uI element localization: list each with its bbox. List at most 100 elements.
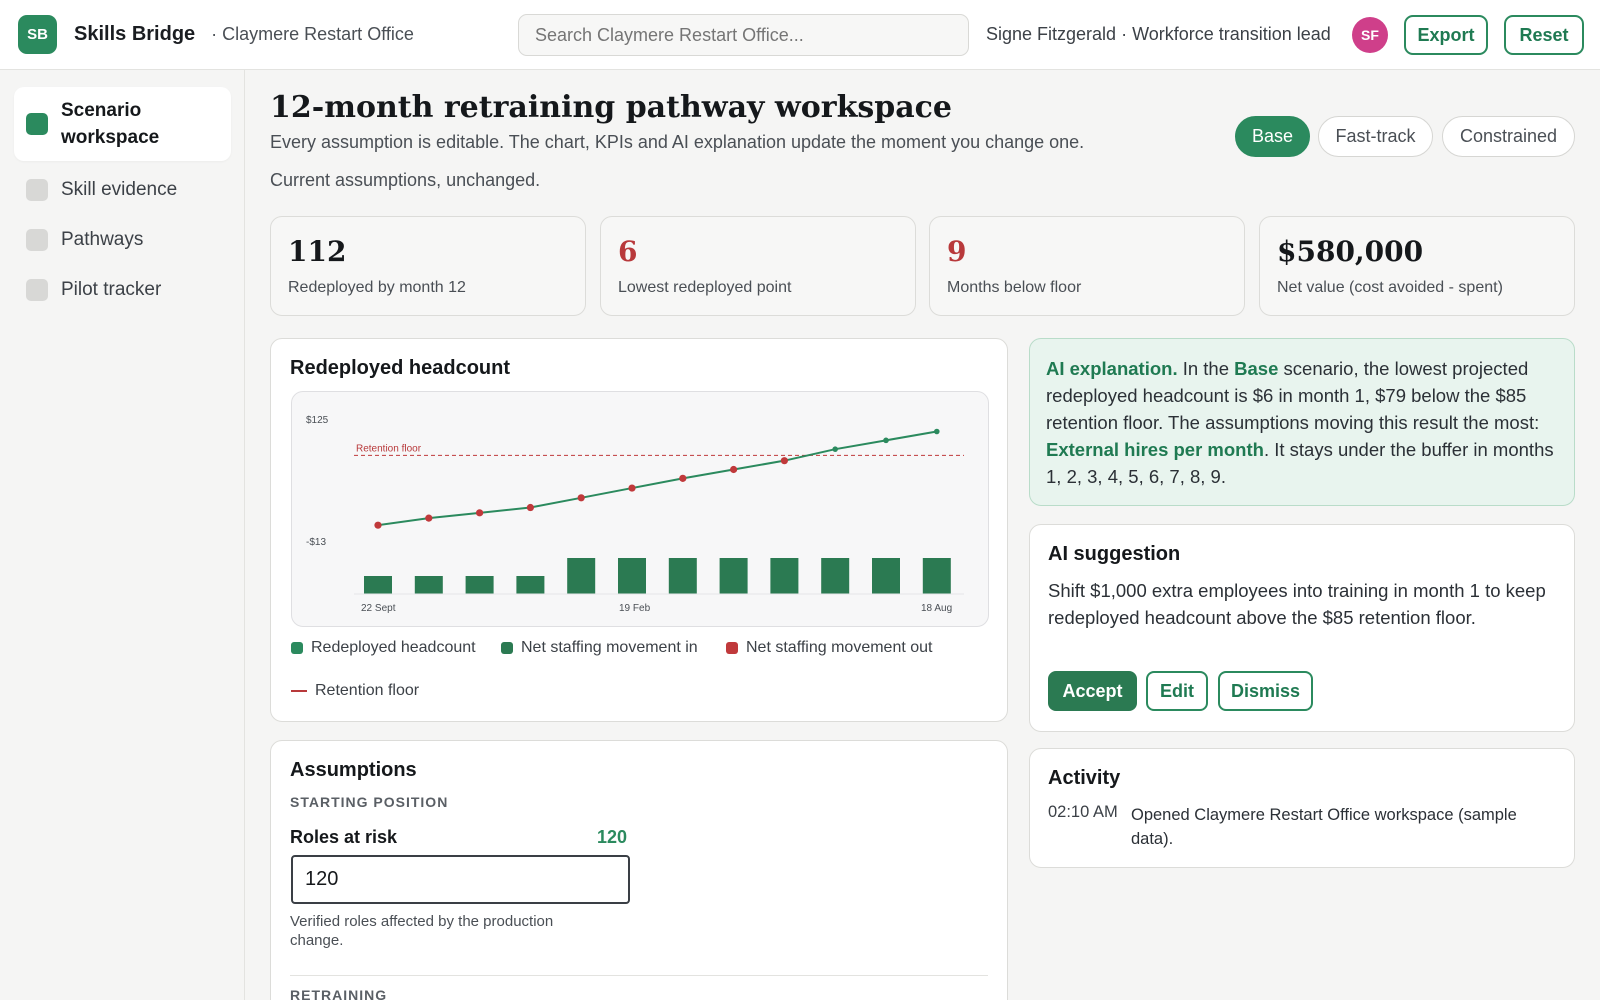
reset-button[interactable]: Reset — [1504, 15, 1584, 55]
chart-area: $125 -$13 Retention floor 22 Sept 19 Feb… — [291, 391, 989, 627]
legend-swatch — [501, 642, 513, 654]
headcount-point[interactable] — [730, 465, 738, 474]
movement-in-bar — [922, 558, 951, 594]
redeployed-headcount-line — [377, 430, 937, 527]
legend-item-movement-in: Net staffing movement in — [501, 639, 698, 657]
movement-in-bar — [414, 576, 443, 594]
ai-explanation-text: In the — [1177, 358, 1235, 379]
scenario-pill-fast-track[interactable]: Fast-track — [1318, 116, 1433, 157]
kpi-value: $580,000 — [1277, 235, 1424, 268]
headcount-point[interactable] — [679, 474, 687, 482]
ai-explanation-lead: AI explanation. — [1046, 358, 1178, 379]
sidebar-item-pilot-tracker[interactable]: Pilot tracker — [14, 270, 231, 310]
skill-evidence-icon — [26, 179, 48, 201]
legend-label: Redeployed headcount — [311, 639, 476, 656]
pathways-icon — [26, 229, 48, 251]
pilot-tracker-icon — [26, 279, 48, 301]
sidebar-item-label: Scenario workspace — [61, 100, 160, 148]
ai-suggestion-title: AI suggestion — [1048, 543, 1181, 565]
headcount-chart: $125 -$13 Retention floor 22 Sept 19 Feb… — [306, 415, 964, 614]
export-button[interactable]: Export — [1404, 15, 1488, 55]
headcount-point[interactable] — [934, 428, 940, 435]
y-tick-label-top: $125 — [306, 415, 329, 426]
scenario-pill-base[interactable]: Base — [1235, 116, 1310, 157]
headcount-point[interactable] — [628, 484, 636, 492]
sidebar-item-pathways[interactable]: Pathways — [14, 220, 231, 260]
edit-button[interactable]: Edit — [1146, 671, 1208, 711]
kpi-label: Months below floor — [947, 279, 1082, 296]
movement-in-bar — [364, 576, 392, 594]
roles-at-risk-help: Verified roles affected by the productio… — [290, 913, 554, 949]
movement-in-bar — [872, 558, 900, 594]
retention-floor-label: Retention floor — [356, 443, 422, 454]
section-label-retraining: RETRAINING — [290, 987, 388, 1000]
scenario-workspace-icon — [26, 113, 48, 135]
legend-item-movement-out: Net staffing movement out — [726, 639, 932, 657]
sidebar-item-label: Pilot tracker — [61, 279, 162, 300]
headcount-point[interactable] — [526, 503, 534, 512]
assumptions-card: Assumptions STARTING POSITION Roles at r… — [270, 740, 1008, 1000]
movement-in-bar — [618, 558, 646, 594]
roles-at-risk-label: Roles at risk — [290, 827, 398, 847]
sidebar-item-skill-evidence[interactable]: Skill evidence — [14, 170, 231, 210]
legend-label: Net staffing movement in — [521, 639, 698, 656]
ai-suggestion-card: AI suggestion Shift $1,000 extra employe… — [1029, 524, 1575, 732]
x-tick-label-start: 22 Sept — [361, 603, 396, 614]
kpi-card-net-value: $580,000 Net value (cost avoided - spent… — [1259, 216, 1575, 316]
headcount-point[interactable] — [476, 509, 484, 517]
kpi-value: 9 — [947, 235, 967, 268]
kpi-label: Redeployed by month 12 — [288, 279, 466, 296]
kpi-label: Net value (cost avoided - spent) — [1277, 279, 1503, 296]
scenario-pill-constrained[interactable]: Constrained — [1442, 116, 1575, 157]
headcount-point[interactable] — [425, 514, 433, 522]
legend-line-swatch — [291, 690, 307, 692]
headcount-point[interactable] — [577, 494, 585, 502]
section-divider — [290, 975, 988, 976]
avatar[interactable]: SF — [1352, 17, 1388, 53]
assumptions-title: Assumptions — [290, 759, 417, 781]
org-name: · Claymere Restart Office — [211, 24, 414, 44]
accept-button[interactable]: Accept — [1048, 671, 1137, 711]
movement-in-bar — [719, 558, 748, 594]
ai-suggestion-text: Shift $1,000 extra employees into traini… — [1048, 580, 1546, 628]
sidebar-item-label: Skill evidence — [61, 179, 178, 200]
x-tick-label-end: 18 Aug — [921, 603, 952, 614]
user-name: Signe Fitzgerald · Workforce transition … — [986, 24, 1331, 44]
headcount-point[interactable] — [883, 437, 889, 444]
ai-explanation-text: . It stays under the buffer in months 1,… — [1046, 439, 1554, 487]
sidebar-item-scenario-workspace[interactable]: Scenario workspace — [14, 87, 231, 161]
x-tick-label-mid: 19 Feb — [619, 603, 651, 614]
dismiss-button[interactable]: Dismiss — [1218, 671, 1313, 711]
legend-item-retention-floor: Retention floor — [291, 682, 419, 700]
chart-title: Redeployed headcount — [290, 357, 511, 379]
movement-in-bar — [770, 558, 799, 594]
kpi-card-redeployed: 112 Redeployed by month 12 — [270, 216, 586, 316]
page-title: 12-month retraining pathway workspace — [270, 90, 953, 125]
headcount-point[interactable] — [374, 521, 382, 529]
kpi-card-months-below: 9 Months below floor — [929, 216, 1245, 316]
y-tick-label-bottom: -$13 — [306, 537, 326, 548]
roles-at-risk-input[interactable] — [291, 855, 630, 904]
headcount-point[interactable] — [832, 446, 838, 452]
ai-explanation-card: AI explanation. In the Base scenario, th… — [1029, 338, 1575, 506]
headcount-point[interactable] — [780, 457, 788, 465]
kpi-card-lowest-point: 6 Lowest redeployed point — [600, 216, 916, 316]
movement-in-bar — [567, 558, 596, 594]
sidebar: Scenario workspace Skill evidence Pathwa… — [0, 70, 245, 1000]
legend-swatch — [291, 642, 303, 654]
movement-in-bar — [465, 576, 494, 594]
movement-in-bar — [821, 558, 850, 594]
brand-name: Skills Bridge — [74, 23, 196, 45]
kpi-label: Lowest redeployed point — [618, 279, 792, 296]
ai-explanation-text: scenario, the lowest projected redeploye… — [1046, 358, 1540, 433]
sidebar-item-label: Pathways — [61, 229, 144, 250]
legend-swatch — [726, 642, 738, 654]
section-label-starting-position: STARTING POSITION — [290, 794, 449, 810]
activity-text: Opened Claymere Restart Office workspace… — [1131, 806, 1517, 848]
ai-explanation-scenario: Base — [1234, 358, 1279, 379]
app-logo[interactable]: SB — [18, 15, 57, 54]
legend-item-headcount: Redeployed headcount — [291, 639, 476, 657]
legend-label: Net staffing movement out — [746, 639, 933, 656]
search-input[interactable] — [518, 14, 969, 56]
activity-card: Activity 02:10 AM Opened Claymere Restar… — [1029, 748, 1575, 868]
